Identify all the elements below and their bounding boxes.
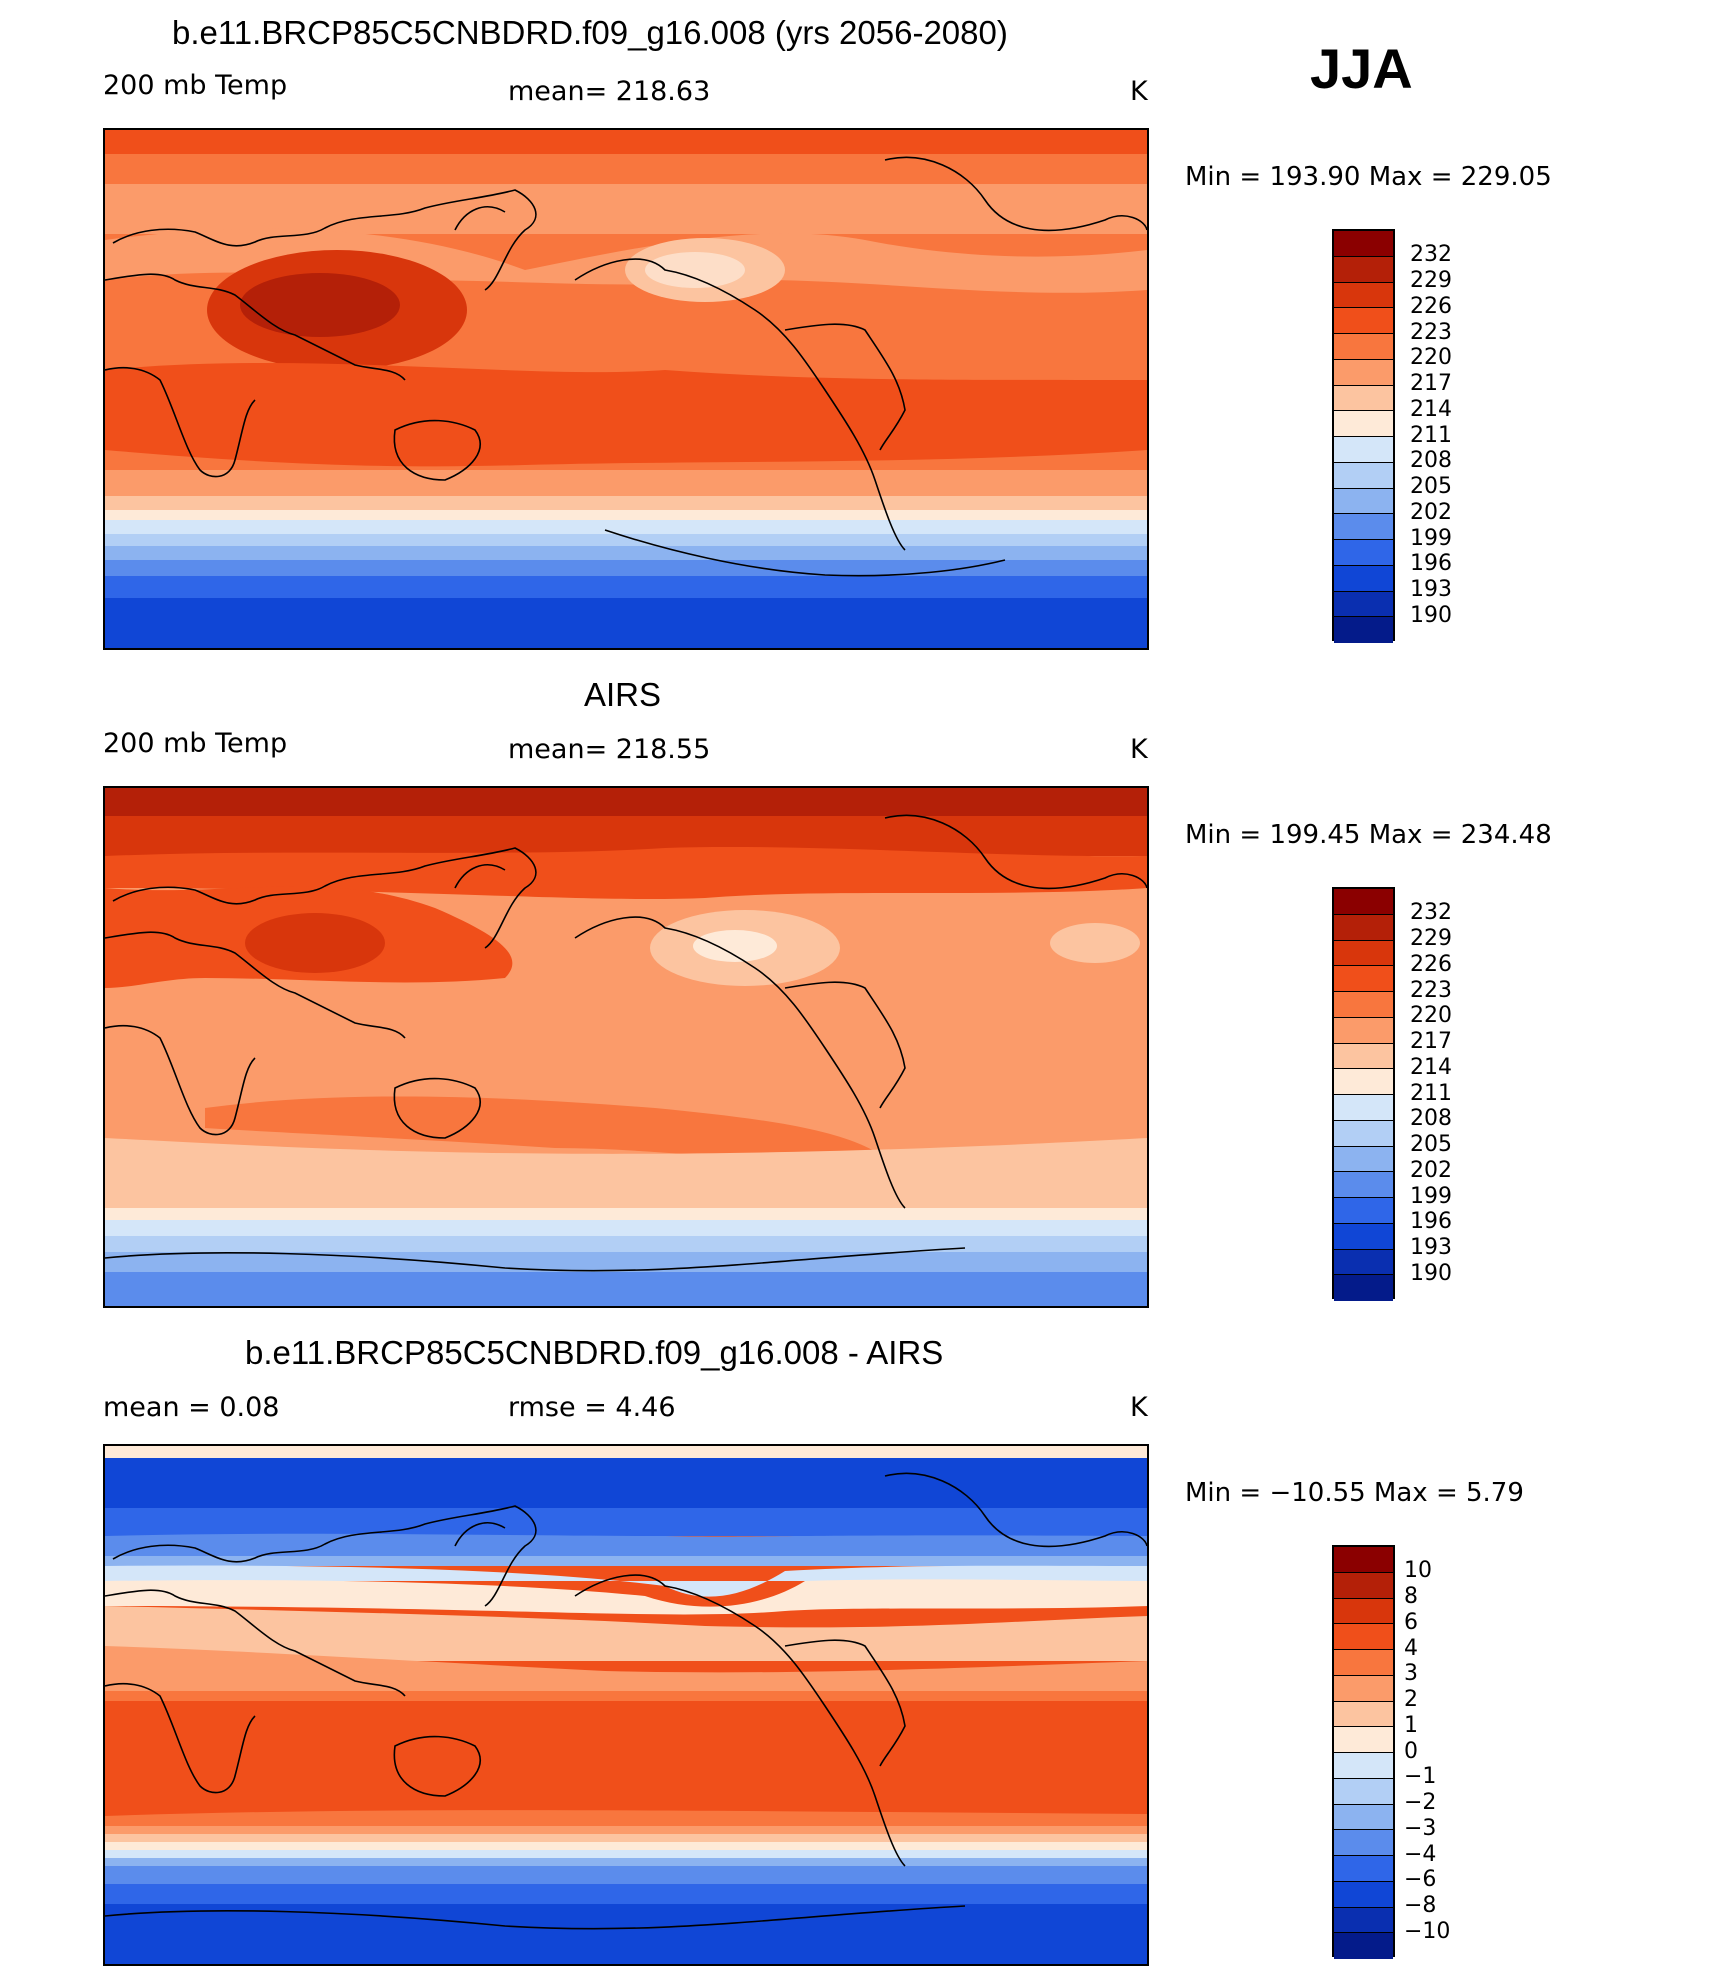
panel2-variable-label: 200 mb Temp — [103, 728, 288, 759]
colorbar-tick: 208 — [1410, 1106, 1452, 1131]
panel3-minmax-label: Min = −10.55 Max = 5.79 — [1185, 1478, 1524, 1508]
panel2-map — [103, 786, 1149, 1308]
colorbar-tick: 193 — [1410, 577, 1452, 602]
colorbar-tick: 0 — [1404, 1739, 1418, 1764]
colorbar-tick: 190 — [1410, 603, 1452, 628]
panel3-title: b.e11.BRCP85C5CNBDRD.f09_g16.008 - AIRS — [245, 1334, 944, 1371]
panel1-variable-label: 200 mb Temp — [103, 70, 288, 101]
panel2-title: AIRS — [584, 676, 662, 713]
panel1-units-label: K — [1130, 76, 1148, 107]
colorbar-tick: −4 — [1404, 1842, 1437, 1867]
colorbar-tick: −6 — [1404, 1867, 1437, 1892]
colorbar-tick: −1 — [1404, 1764, 1437, 1789]
colorbar-tick: 223 — [1410, 320, 1452, 345]
colorbar-tick: 229 — [1410, 926, 1452, 951]
colorbar-tick: 217 — [1410, 371, 1452, 396]
colorbar-tick: 211 — [1410, 423, 1452, 448]
panel1-minmax-label: Min = 193.90 Max = 229.05 — [1185, 162, 1552, 192]
colorbar-tick: 202 — [1410, 500, 1452, 525]
colorbar-tick: 217 — [1410, 1029, 1452, 1054]
colorbar-tick: 2 — [1404, 1687, 1418, 1712]
panel2-minmax-label: Min = 199.45 Max = 234.48 — [1185, 820, 1552, 850]
colorbar-tick: 190 — [1410, 1261, 1452, 1286]
season-label: JJA — [1310, 37, 1413, 100]
colorbar-tick: 220 — [1410, 345, 1452, 370]
colorbar-tick: 226 — [1410, 294, 1452, 319]
colorbar-tick: 214 — [1410, 1055, 1452, 1080]
panel1-map — [103, 128, 1149, 650]
panel3-mean-label: mean = 0.08 — [103, 1392, 280, 1423]
colorbar-tick: 220 — [1410, 1003, 1452, 1028]
colorbar-tick: 205 — [1410, 474, 1452, 499]
panel1-title: b.e11.BRCP85C5CNBDRD.f09_g16.008 (yrs 20… — [172, 14, 1008, 51]
colorbar-tick: 223 — [1410, 978, 1452, 1003]
colorbar-tick: 199 — [1410, 526, 1452, 551]
colorbar-tick: 10 — [1404, 1558, 1432, 1583]
panel1-field — [105, 130, 1147, 648]
colorbar-tick: 8 — [1404, 1584, 1418, 1609]
colorbar-tick: 232 — [1410, 900, 1452, 925]
colorbar-tick: 6 — [1404, 1610, 1418, 1635]
colorbar-tick: 205 — [1410, 1132, 1452, 1157]
colorbar-tick: 1 — [1404, 1713, 1418, 1738]
colorbar-tick: 199 — [1410, 1184, 1452, 1209]
panel3-field — [105, 1446, 1147, 1964]
colorbar-tick: 193 — [1410, 1235, 1452, 1260]
colorbar-tick: −8 — [1404, 1893, 1437, 1918]
colorbar-tick: −2 — [1404, 1790, 1437, 1815]
panel3-colorbar — [1332, 1545, 1395, 1959]
panel3-rmse-label: rmse = 4.46 — [508, 1392, 676, 1423]
colorbar-tick: 232 — [1410, 242, 1452, 267]
panel1-mean-label: mean= 218.63 — [508, 76, 711, 107]
panel2-field — [105, 788, 1147, 1306]
colorbar-tick: 226 — [1410, 952, 1452, 977]
colorbar-tick: 229 — [1410, 268, 1452, 293]
colorbar-tick: −10 — [1404, 1919, 1451, 1944]
colorbar-tick: 4 — [1404, 1636, 1418, 1661]
colorbar-tick: 202 — [1410, 1158, 1452, 1183]
colorbar-tick: 3 — [1404, 1661, 1418, 1686]
colorbar-tick: 196 — [1410, 1209, 1452, 1234]
panel3-units-label: K — [1130, 1392, 1148, 1423]
colorbar-tick: −3 — [1404, 1816, 1437, 1841]
panel2-mean-label: mean= 218.55 — [508, 734, 711, 765]
panel2-colorbar — [1332, 887, 1395, 1301]
colorbar-tick: 211 — [1410, 1081, 1452, 1106]
panel2-units-label: K — [1130, 734, 1148, 765]
panel1-colorbar — [1332, 229, 1395, 643]
colorbar-tick: 208 — [1410, 448, 1452, 473]
colorbar-tick: 214 — [1410, 397, 1452, 422]
colorbar-tick: 196 — [1410, 551, 1452, 576]
panel3-map — [103, 1444, 1149, 1966]
